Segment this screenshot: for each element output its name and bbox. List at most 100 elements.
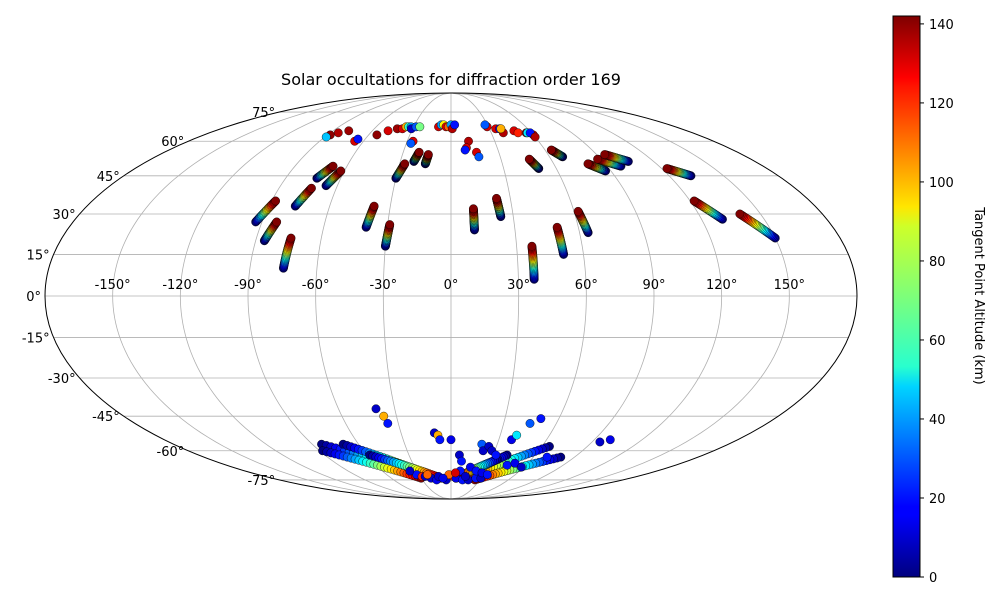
data-point [536,414,546,424]
data-point [662,164,672,173]
colorbar-tick-label: 40 [929,413,946,428]
data-point [451,468,460,478]
colorbar: 0 20 40 60 80 100 120 140 Tangent Point Altitud… [892,15,986,586]
longitude-tick-labels: -150° -120° -90° -60° -30° 0° 30° 60° 90° 120° 150… [95,278,805,293]
data-point [328,161,338,171]
data-point [321,132,331,142]
colorbar-ticks: 0 20 40 60 80 100 120 140 [920,18,954,586]
data-point [492,193,501,203]
longitude-gridline [450,93,723,499]
data-point [423,150,433,159]
data-point [460,145,470,155]
data-point [406,138,416,148]
data-point [600,150,610,159]
data-point [480,120,490,130]
colorbar-tick-label: 0 [929,571,937,586]
data-point [450,120,460,130]
longitude-tick-label: -150° [95,278,131,293]
colorbar-tick-label: 60 [929,334,946,349]
data-point [336,166,346,176]
data-point [552,222,562,232]
colorbar-tick-label: 20 [929,492,946,507]
data-point [474,152,484,162]
latitude-tick-label: 0° [26,290,41,305]
data-point [272,217,282,227]
data-point [383,419,393,428]
data-point [593,154,602,164]
map-boundary [44,92,858,500]
longitude-tick-label: 90° [642,278,665,293]
latitude-tick-label: -75° [247,474,275,489]
data-point [385,220,395,230]
longitude-tick-label: -60° [302,278,330,293]
data-point [546,145,556,155]
data-point [502,460,512,470]
colorbar-gradient [892,15,921,578]
data-point [583,159,593,169]
data-point [344,126,354,136]
longitude-tick-label: -90° [234,278,262,293]
grid [45,93,857,499]
chart-title: Solar occultations for diffraction order… [281,70,621,89]
latitude-tick-label: 60° [161,135,184,150]
latitude-tick-label: -15° [22,332,50,347]
data-point [400,159,410,169]
data-point [530,132,540,142]
data-point [496,124,506,134]
data-point [512,430,522,440]
latitude-tick-label: 30° [53,208,76,223]
data-point [689,196,699,206]
data-point [542,452,552,462]
longitude-tick-label: 150° [774,278,805,293]
data-point [510,458,520,468]
data-point [414,147,424,157]
colorbar-tick-label: 100 [929,176,954,191]
data-point [461,472,470,481]
data-points [251,120,780,485]
data-point [446,435,456,445]
data-point [371,404,381,414]
colorbar-tick-label: 120 [929,97,954,112]
data-point [527,241,537,251]
data-point [435,435,445,445]
data-point [405,466,415,476]
data-point [353,134,363,144]
data-point [573,206,583,216]
latitude-tick-label: -30° [48,372,76,387]
longitude-tick-label: -30° [369,278,397,293]
data-point [383,126,393,136]
data-point [372,130,382,140]
data-point [438,473,448,483]
data-point [415,122,425,132]
data-point [457,456,466,466]
latitude-tick-labels: -75° -60° -45° -30° -15° 0° 15° 30° 45° 60° 75° [22,106,275,489]
latitude-tick-label: 45° [97,170,120,185]
longitude-gridline [450,93,655,499]
data-point [369,201,379,211]
latitude-tick-label: -60° [157,445,185,460]
data-point [516,462,526,472]
data-point [513,128,523,138]
longitude-gridline [112,93,452,499]
data-point [423,470,432,480]
longitude-gridline [179,93,452,499]
colorbar-label: Tangent Point Altitude (km) [971,206,986,384]
data-point [468,204,478,214]
data-point [524,154,534,164]
data-point [605,435,615,445]
data-point [271,196,281,206]
longitude-tick-label: -120° [162,278,198,293]
data-point [491,450,501,460]
data-point [333,128,343,138]
longitude-tick-label: 60° [575,278,598,293]
latitude-tick-label: -45° [92,410,120,425]
data-point [525,419,535,428]
longitude-tick-label: 30° [507,278,530,293]
data-point [379,411,389,421]
latitude-tick-label: 75° [252,106,275,121]
latitude-tick-label: 15° [27,248,50,263]
colorbar-tick-label: 140 [929,18,954,33]
longitude-tick-label: 120° [706,278,737,293]
colorbar-tick-label: 80 [929,255,946,270]
